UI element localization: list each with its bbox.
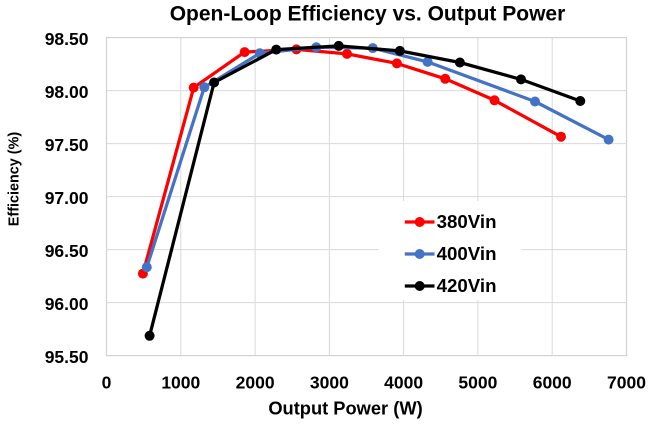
svg-text:Efficiency (%): Efficiency (%)	[7, 132, 23, 227]
svg-text:1000: 1000	[161, 373, 200, 393]
svg-text:97.50: 97.50	[45, 135, 89, 155]
svg-text:98.00: 98.00	[45, 82, 89, 102]
svg-text:96.00: 96.00	[45, 294, 89, 314]
svg-text:2000: 2000	[236, 373, 275, 393]
svg-text:420Vin: 420Vin	[437, 275, 497, 296]
svg-text:0: 0	[102, 373, 112, 393]
svg-text:Output Power (W): Output Power (W)	[268, 398, 422, 419]
svg-text:5000: 5000	[458, 373, 497, 393]
svg-text:95.50: 95.50	[45, 347, 89, 367]
svg-text:400Vin: 400Vin	[437, 243, 497, 264]
svg-text:96.50: 96.50	[45, 241, 89, 261]
svg-text:Open-Loop Efficiency vs. Outpu: Open-Loop Efficiency vs. Output Power	[170, 3, 566, 26]
svg-text:7000: 7000	[607, 373, 646, 393]
svg-text:6000: 6000	[533, 373, 572, 393]
svg-text:98.50: 98.50	[45, 29, 89, 49]
svg-text:3000: 3000	[310, 373, 349, 393]
svg-text:4000: 4000	[384, 373, 423, 393]
svg-text:380Vin: 380Vin	[437, 211, 497, 232]
svg-text:97.00: 97.00	[45, 188, 89, 208]
